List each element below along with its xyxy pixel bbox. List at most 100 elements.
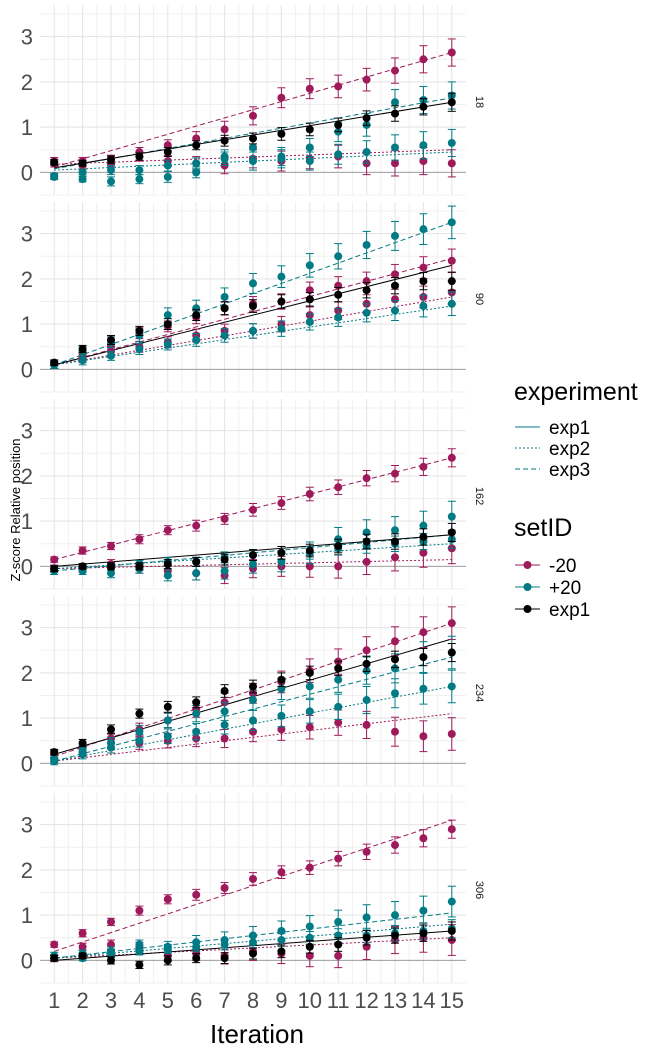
data-point — [277, 711, 286, 720]
x-tick-label: 14 — [411, 988, 435, 1013]
data-point — [192, 557, 201, 566]
data-point — [419, 55, 428, 64]
legend-label: +20 — [549, 578, 581, 599]
data-point — [391, 469, 399, 478]
data-point — [163, 560, 172, 569]
data-point — [163, 148, 172, 157]
data-point — [249, 949, 257, 958]
data-point — [277, 926, 286, 935]
x-tick-label: 5 — [162, 988, 174, 1013]
trend-line-dotted — [54, 685, 452, 762]
data-point — [50, 748, 59, 757]
data-point — [220, 566, 229, 575]
data-point — [249, 302, 257, 311]
data-point — [391, 143, 399, 152]
data-point — [391, 159, 399, 168]
facet-panel-162: 0 1 2 3 162 — [21, 399, 485, 590]
data-point — [107, 569, 115, 578]
facet-strip-label: 162 — [473, 487, 485, 505]
facet-strip-label: 234 — [473, 684, 485, 702]
trend-line-dotted — [54, 923, 452, 959]
data-point — [362, 933, 371, 942]
data-point — [249, 727, 257, 736]
data-point — [305, 951, 314, 960]
legend-key-point — [523, 583, 532, 591]
data-point — [163, 732, 172, 741]
data-point — [135, 736, 144, 745]
data-point — [163, 311, 172, 320]
data-point — [391, 66, 399, 75]
data-point — [334, 917, 343, 926]
data-point — [163, 895, 172, 904]
data-point — [249, 505, 257, 514]
data-point — [419, 263, 428, 272]
data-point — [277, 936, 286, 945]
data-point — [163, 571, 172, 580]
data-point — [135, 727, 144, 736]
data-point — [334, 290, 343, 299]
data-point — [107, 725, 115, 734]
data-point — [447, 897, 456, 906]
data-point — [447, 825, 456, 834]
data-point — [135, 535, 144, 544]
legend-title-setid: setID — [514, 514, 572, 542]
data-point — [391, 553, 399, 562]
data-point — [163, 956, 172, 965]
data-point — [277, 557, 286, 566]
legend-key-point — [523, 561, 532, 569]
data-point — [362, 308, 371, 317]
data-point — [334, 252, 343, 261]
data-point — [192, 954, 201, 963]
data-point — [391, 841, 399, 850]
data-point — [220, 687, 229, 695]
data-point — [391, 281, 399, 290]
data-point — [334, 718, 343, 727]
data-point — [135, 709, 144, 718]
data-point — [447, 619, 456, 628]
data-point — [220, 125, 229, 134]
data-point — [107, 917, 115, 926]
data-point — [277, 868, 286, 877]
data-point — [249, 938, 257, 947]
data-point — [305, 942, 314, 951]
data-point — [78, 929, 87, 938]
data-point — [362, 696, 371, 705]
x-tick-label: 15 — [440, 988, 464, 1013]
data-point — [362, 659, 371, 668]
data-point — [249, 682, 257, 691]
data-point — [220, 707, 229, 716]
data-point — [249, 696, 257, 705]
data-point — [277, 548, 286, 557]
facet-panel-306: 0 1 2 3 306 — [21, 793, 485, 984]
y-tick-label: 2 — [21, 661, 33, 686]
data-point — [78, 942, 87, 951]
data-point — [277, 499, 286, 508]
x-axis: 1 2 3 4 5 6 7 8 9 10 11 12 13 14 15 — [48, 988, 464, 1013]
data-point — [249, 279, 257, 288]
data-point — [107, 949, 115, 958]
data-point — [362, 474, 371, 483]
data-point — [447, 682, 456, 691]
data-point — [107, 743, 115, 752]
data-point — [163, 702, 172, 711]
data-point — [249, 134, 257, 143]
y-tick-label: 1 — [21, 115, 33, 140]
data-point — [135, 166, 144, 175]
data-point — [220, 331, 229, 340]
data-point — [391, 727, 399, 736]
data-point — [362, 720, 371, 729]
y-tick-label: 3 — [21, 222, 33, 247]
trend-line-dashed — [54, 258, 452, 366]
data-point — [192, 890, 201, 899]
data-point — [391, 306, 399, 315]
data-point — [192, 942, 201, 951]
data-point — [192, 141, 201, 150]
y-tick-label: 2 — [21, 858, 33, 883]
data-point — [447, 453, 456, 462]
data-point — [192, 168, 201, 177]
data-point — [107, 177, 115, 186]
data-point — [107, 351, 115, 360]
data-point — [305, 668, 314, 677]
